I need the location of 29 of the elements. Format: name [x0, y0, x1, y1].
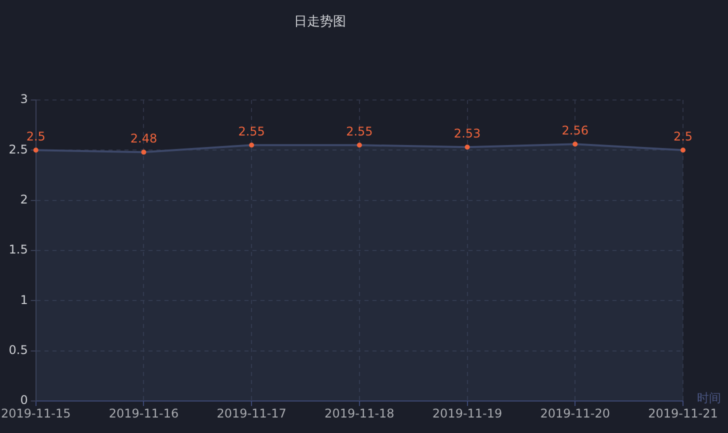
y-tick-label: 1.5: [8, 242, 28, 257]
x-tick-label: 2019-11-18: [324, 406, 394, 420]
point: [356, 142, 362, 148]
x-tick-label: 2019-11-21: [648, 406, 718, 420]
point: [33, 148, 38, 153]
data-label: 2.48: [130, 131, 158, 146]
y-tick-label: 2: [20, 192, 28, 206]
x-tick-label: 2019-11-17: [216, 406, 286, 420]
point: [572, 142, 578, 147]
chart-title: 日走势图: [294, 14, 346, 30]
data-label: 2.56: [562, 123, 589, 138]
x-tick-label: 2019-11-20: [540, 406, 610, 420]
x-tick-label: 2019-11-16: [108, 406, 179, 420]
y-tick-label: 1: [20, 292, 28, 307]
point: [141, 150, 146, 155]
point: [464, 144, 470, 150]
x-axis-title: 时间: [697, 391, 721, 406]
y-tick-label: 3: [20, 92, 28, 106]
y-tick-label: 0: [20, 393, 28, 408]
data-label: 2.55: [346, 124, 373, 138]
point: [680, 148, 686, 153]
x-tick-label: 2019-11-19: [432, 406, 502, 420]
x-tick-label: 2019-11-15: [0, 406, 71, 420]
y-tick-label: 2.5: [8, 142, 28, 156]
data-label: 2.53: [454, 126, 481, 140]
point: [249, 142, 254, 148]
data-label: 2.5: [673, 129, 693, 144]
data-label: 2.55: [238, 124, 265, 138]
y-tick-label: 0.5: [8, 342, 28, 357]
